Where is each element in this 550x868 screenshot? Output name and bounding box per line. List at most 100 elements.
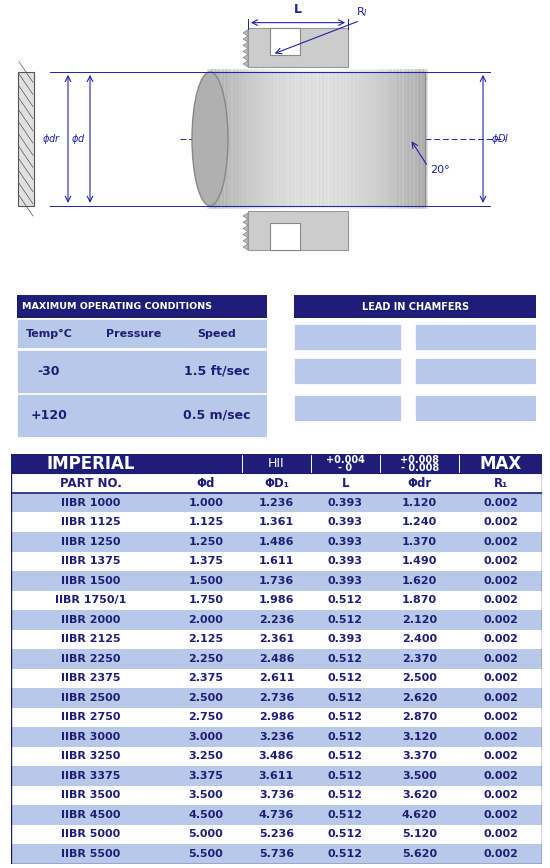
Text: 5.620: 5.620 bbox=[402, 849, 437, 859]
Text: Pressure: Pressure bbox=[107, 329, 162, 339]
Text: L: L bbox=[342, 477, 349, 490]
Text: 0.002: 0.002 bbox=[483, 497, 518, 508]
Text: 2.750: 2.750 bbox=[189, 713, 223, 722]
Text: 0.512: 0.512 bbox=[328, 595, 363, 605]
Polygon shape bbox=[243, 36, 248, 43]
Text: 0.512: 0.512 bbox=[328, 654, 363, 664]
Bar bbox=[11, 668, 542, 688]
Text: 3.236: 3.236 bbox=[259, 732, 294, 742]
Text: IIBR 1375: IIBR 1375 bbox=[61, 556, 120, 566]
Polygon shape bbox=[243, 219, 248, 226]
Text: 2.125: 2.125 bbox=[189, 635, 224, 644]
Text: IIBR 1250: IIBR 1250 bbox=[61, 536, 120, 547]
Bar bbox=[11, 493, 542, 512]
Text: 0.002: 0.002 bbox=[483, 732, 518, 742]
Text: $\phi$d: $\phi$d bbox=[70, 132, 85, 146]
Bar bbox=[415, 324, 536, 350]
Polygon shape bbox=[243, 213, 248, 219]
Text: IIBR 3375: IIBR 3375 bbox=[61, 771, 120, 781]
Text: +0.004: +0.004 bbox=[326, 455, 365, 465]
Text: 2.500: 2.500 bbox=[402, 674, 437, 683]
Polygon shape bbox=[243, 43, 248, 49]
Bar bbox=[11, 688, 542, 707]
Text: -30: -30 bbox=[38, 365, 60, 378]
Text: 0.393: 0.393 bbox=[328, 575, 363, 586]
Text: 0.393: 0.393 bbox=[328, 556, 363, 566]
Polygon shape bbox=[243, 244, 248, 250]
Polygon shape bbox=[243, 61, 248, 67]
Text: 0.512: 0.512 bbox=[328, 713, 363, 722]
Bar bbox=[294, 295, 536, 318]
Text: 2.986: 2.986 bbox=[258, 713, 294, 722]
Text: 2.000: 2.000 bbox=[189, 615, 223, 625]
Bar bbox=[18, 72, 34, 206]
Text: MAXIMUM OPERATING CONDITIONS: MAXIMUM OPERATING CONDITIONS bbox=[21, 302, 212, 311]
Text: 3.620: 3.620 bbox=[402, 791, 437, 800]
Text: 1.870: 1.870 bbox=[402, 595, 437, 605]
Text: ΦD₁: ΦD₁ bbox=[264, 477, 289, 490]
Text: R₁: R₁ bbox=[493, 477, 508, 490]
Text: 2.236: 2.236 bbox=[258, 615, 294, 625]
Text: 4.500: 4.500 bbox=[189, 810, 223, 820]
Ellipse shape bbox=[192, 72, 228, 206]
Text: IIBR 1000: IIBR 1000 bbox=[61, 497, 120, 508]
Text: IIBR 2750: IIBR 2750 bbox=[61, 713, 120, 722]
Polygon shape bbox=[243, 49, 248, 55]
Text: 3.500: 3.500 bbox=[189, 791, 223, 800]
Text: 0.002: 0.002 bbox=[483, 810, 518, 820]
Text: 0.002: 0.002 bbox=[483, 595, 518, 605]
Text: 1.490: 1.490 bbox=[402, 556, 437, 566]
Text: 1.120: 1.120 bbox=[402, 497, 437, 508]
Text: 2.370: 2.370 bbox=[402, 654, 437, 664]
Text: 0.002: 0.002 bbox=[483, 752, 518, 761]
Bar bbox=[294, 358, 401, 384]
Text: IIBR 1500: IIBR 1500 bbox=[61, 575, 120, 586]
Text: HII: HII bbox=[268, 457, 285, 470]
Text: 0.002: 0.002 bbox=[483, 693, 518, 703]
Polygon shape bbox=[243, 226, 248, 232]
Text: $\phi$dr: $\phi$dr bbox=[42, 132, 62, 146]
Text: IIBR 2500: IIBR 2500 bbox=[61, 693, 120, 703]
Text: 1.611: 1.611 bbox=[258, 556, 294, 566]
Text: 5.236: 5.236 bbox=[259, 830, 294, 839]
Polygon shape bbox=[243, 238, 248, 244]
Bar bbox=[16, 295, 267, 318]
Text: 1.236: 1.236 bbox=[258, 497, 294, 508]
Text: 1.750: 1.750 bbox=[189, 595, 223, 605]
Text: 3.120: 3.120 bbox=[402, 732, 437, 742]
Text: 0.512: 0.512 bbox=[328, 830, 363, 839]
Text: 0.512: 0.512 bbox=[328, 849, 363, 859]
Bar bbox=[11, 610, 542, 629]
Bar bbox=[11, 727, 542, 746]
Bar bbox=[11, 532, 542, 551]
Text: 0.512: 0.512 bbox=[328, 674, 363, 683]
Text: 3.736: 3.736 bbox=[259, 791, 294, 800]
Text: 2.120: 2.120 bbox=[402, 615, 437, 625]
Bar bbox=[11, 571, 542, 590]
Bar bbox=[11, 551, 542, 571]
Text: 1.620: 1.620 bbox=[402, 575, 437, 586]
Bar bbox=[270, 223, 300, 250]
Polygon shape bbox=[243, 232, 248, 238]
Text: 2.250: 2.250 bbox=[189, 654, 223, 664]
Bar bbox=[248, 28, 348, 67]
Text: IIBR 2375: IIBR 2375 bbox=[61, 674, 120, 683]
Text: IIBR 5000: IIBR 5000 bbox=[61, 830, 120, 839]
Text: 1.240: 1.240 bbox=[402, 517, 437, 527]
Text: 0.393: 0.393 bbox=[328, 517, 363, 527]
Text: 1.500: 1.500 bbox=[189, 575, 223, 586]
Bar bbox=[16, 394, 267, 437]
Text: 0.002: 0.002 bbox=[483, 849, 518, 859]
Text: 1.486: 1.486 bbox=[258, 536, 294, 547]
Text: 3.370: 3.370 bbox=[402, 752, 437, 761]
Text: IMPERIAL: IMPERIAL bbox=[46, 455, 135, 473]
Text: +0.008: +0.008 bbox=[400, 455, 439, 465]
Polygon shape bbox=[243, 55, 248, 61]
Text: 0.002: 0.002 bbox=[483, 654, 518, 664]
Text: 3.486: 3.486 bbox=[258, 752, 294, 761]
Text: 1.375: 1.375 bbox=[189, 556, 223, 566]
Text: Φd: Φd bbox=[197, 477, 215, 490]
Bar bbox=[11, 707, 542, 727]
Bar bbox=[11, 825, 542, 845]
Text: 1.000: 1.000 bbox=[189, 497, 223, 508]
